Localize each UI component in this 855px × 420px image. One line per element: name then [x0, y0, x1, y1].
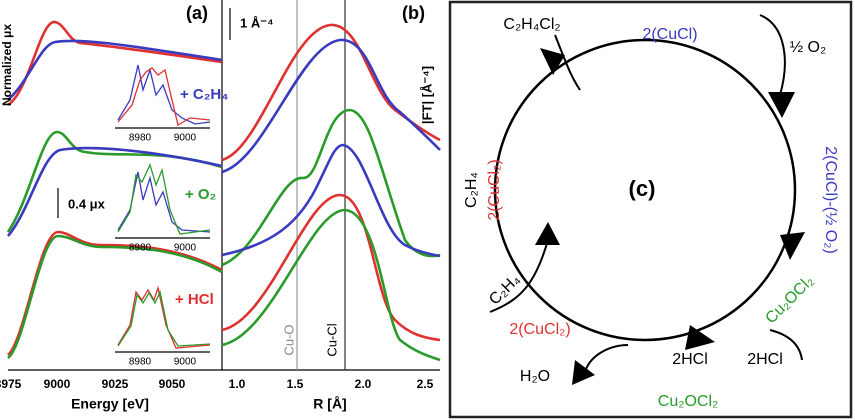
arrowhead — [768, 92, 795, 118]
curve — [7, 39, 223, 101]
x-tick-label: 1.0 — [229, 377, 246, 391]
species: 2(CuCl)-(½ O₂) — [822, 146, 839, 254]
inset-tick: 9000 — [174, 133, 197, 144]
curve — [7, 20, 223, 107]
scale-label: 1 Å⁻⁴ — [240, 15, 274, 30]
x-tick-label: 8975 — [0, 377, 22, 391]
species: H₂O — [520, 368, 550, 385]
inset: 8980 9000 — [115, 64, 211, 144]
annotation: + C₂H₄ — [180, 86, 228, 103]
species: 2(CuCl₂) — [486, 159, 503, 220]
arrowhead — [540, 48, 565, 75]
x-tick-label: 9050 — [159, 377, 186, 391]
curve — [6, 130, 223, 233]
scale-label: 0.4 μx — [68, 196, 106, 211]
inset-tick: 8980 — [129, 133, 152, 144]
annotation: Cu-Cl — [324, 323, 339, 356]
species: C₂H₄ — [463, 172, 480, 208]
inset-tick: 8980 — [129, 243, 152, 254]
cycle — [493, 38, 797, 342]
species: 2(CuCl₂) — [509, 321, 570, 338]
x-axis-label: R [Å] — [313, 396, 346, 412]
panel-a: 8980 9000 8980 9000 8980 9000 (a) Normal… — [0, 0, 228, 412]
inset-tick: 8980 — [129, 357, 152, 368]
curve — [7, 146, 223, 237]
x-tick-label: 1.5 — [287, 377, 304, 391]
x-tick-label: 2.5 — [417, 377, 434, 391]
curve — [7, 234, 223, 360]
annotation: + O₂ — [185, 186, 216, 203]
inset: 8980 9000 — [115, 285, 211, 368]
curve — [221, 108, 441, 267]
panel-c: (c) C₂H₄Cl₂ 2(CuCl) ½ O₂ 2(CuCl)-(½ O₂) … — [448, 0, 853, 419]
species: 2(CuCl) — [642, 26, 697, 43]
species: Cu₂OCl₂ — [762, 272, 817, 327]
curve — [221, 208, 441, 362]
inflow — [759, 14, 786, 96]
curve — [221, 38, 441, 174]
panel-b: 1 Å⁻⁴ (b) |FT| [Å⁻⁴] Cu-O Cu-Cl 1.0 1.5 … — [221, 0, 441, 412]
curve — [221, 23, 441, 162]
outflow — [554, 34, 581, 91]
y-axis-label: |FT| [Å⁻⁴] — [419, 66, 434, 124]
x-axis-label: Energy [eV] — [71, 396, 149, 412]
species: Cu₂OCl₂ — [658, 393, 718, 410]
inset: 8980 9000 — [115, 163, 211, 254]
x-tick-label: 9025 — [102, 377, 129, 391]
x-tick-label: 2.0 — [355, 377, 372, 391]
outflow — [584, 344, 629, 373]
annotation: + HCl — [175, 291, 214, 308]
species: C₂H₄Cl₂ — [503, 16, 560, 33]
arrowhead — [535, 222, 560, 245]
panel-label: (c) — [629, 176, 656, 201]
species: 2HCl — [672, 351, 708, 368]
arrowhead — [572, 360, 595, 385]
y-axis-label: Normalized μx — [0, 24, 14, 106]
panel-label: (b) — [402, 3, 425, 23]
arrowhead — [780, 232, 805, 260]
species: C₂H₄ — [486, 271, 523, 308]
frame — [448, 0, 853, 419]
inflow — [489, 239, 549, 313]
species: 2HCl — [747, 351, 783, 368]
inset-tick: 9000 — [174, 243, 197, 254]
annotation: Cu-O — [281, 324, 296, 355]
inflow — [769, 329, 803, 361]
arrowhead — [685, 325, 715, 350]
curve — [221, 143, 441, 258]
species: ½ O₂ — [790, 39, 826, 56]
curve — [221, 193, 441, 342]
panel-label: (a) — [186, 3, 208, 23]
inset-tick: 9000 — [174, 357, 197, 368]
x-tick-label: 9000 — [44, 377, 71, 391]
